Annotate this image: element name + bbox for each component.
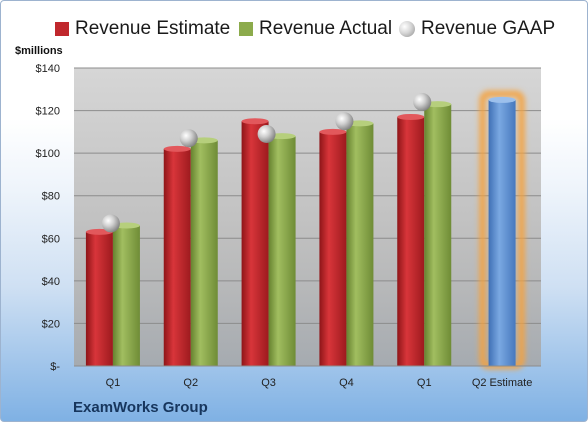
legend-item-estimate: Revenue Estimate bbox=[55, 15, 230, 43]
y-tick-label: $120 bbox=[36, 106, 60, 118]
bar-revenue-actual bbox=[346, 123, 374, 366]
legend-label-estimate: Revenue Estimate bbox=[75, 18, 231, 39]
marker-revenue-gaap bbox=[335, 112, 354, 131]
y-tick-label: $100 bbox=[36, 148, 60, 160]
bar-revenue-estimate bbox=[397, 116, 425, 366]
legend-item-gaap: Revenue GAAP bbox=[399, 15, 555, 43]
bar-revenue-estimate bbox=[163, 148, 191, 366]
y-tick-label: $80 bbox=[42, 191, 60, 203]
bar-revenue-estimate bbox=[85, 231, 113, 366]
y-tick-label: $- bbox=[50, 361, 60, 373]
bar-revenue-actual bbox=[424, 104, 452, 366]
x-tick-label: Q4 bbox=[339, 377, 354, 389]
legend-marker-gaap bbox=[399, 21, 415, 37]
legend-swatch-actual bbox=[239, 22, 253, 36]
bar-revenue-estimate bbox=[241, 121, 269, 366]
x-tick-label: Q2 bbox=[183, 377, 198, 389]
plot-area-background bbox=[74, 68, 541, 366]
bar-top-q2-estimate bbox=[488, 96, 516, 103]
marker-revenue-gaap bbox=[179, 129, 198, 148]
x-tick-label: Q2 Estimate bbox=[472, 377, 533, 389]
legend-label-actual: Revenue Actual bbox=[259, 18, 393, 39]
y-tick-label: $40 bbox=[42, 276, 60, 288]
marker-revenue-gaap bbox=[257, 124, 276, 143]
bar-revenue-actual bbox=[190, 140, 218, 366]
y-axis-unit-label: $millions bbox=[15, 45, 63, 57]
company-name: ExamWorks Group bbox=[73, 399, 208, 416]
marker-revenue-gaap bbox=[413, 93, 432, 112]
bar-top-revenue-estimate bbox=[163, 145, 191, 152]
chart-legend: Revenue Estimate Revenue Actual Revenue … bbox=[1, 15, 587, 43]
y-tick-label: $140 bbox=[36, 63, 60, 75]
x-tick-label: Q3 bbox=[261, 377, 276, 389]
x-tick-label: Q1 bbox=[417, 377, 432, 389]
legend-item-actual: Revenue Actual bbox=[239, 15, 392, 43]
marker-revenue-gaap bbox=[101, 214, 120, 233]
legend-label-gaap: Revenue GAAP bbox=[421, 18, 556, 39]
bar-q2-estimate bbox=[488, 99, 516, 366]
legend-swatch-estimate bbox=[55, 22, 69, 36]
bar-revenue-actual bbox=[268, 136, 296, 366]
y-tick-label: $60 bbox=[42, 233, 60, 245]
x-tick-label: Q1 bbox=[106, 377, 121, 389]
y-tick-label: $20 bbox=[42, 318, 60, 330]
bar-revenue-estimate bbox=[319, 131, 347, 366]
bar-top-revenue-estimate bbox=[397, 113, 425, 120]
bar-top-revenue-estimate bbox=[241, 118, 269, 125]
bar-revenue-actual bbox=[112, 225, 140, 366]
bar-top-revenue-estimate bbox=[319, 128, 347, 135]
